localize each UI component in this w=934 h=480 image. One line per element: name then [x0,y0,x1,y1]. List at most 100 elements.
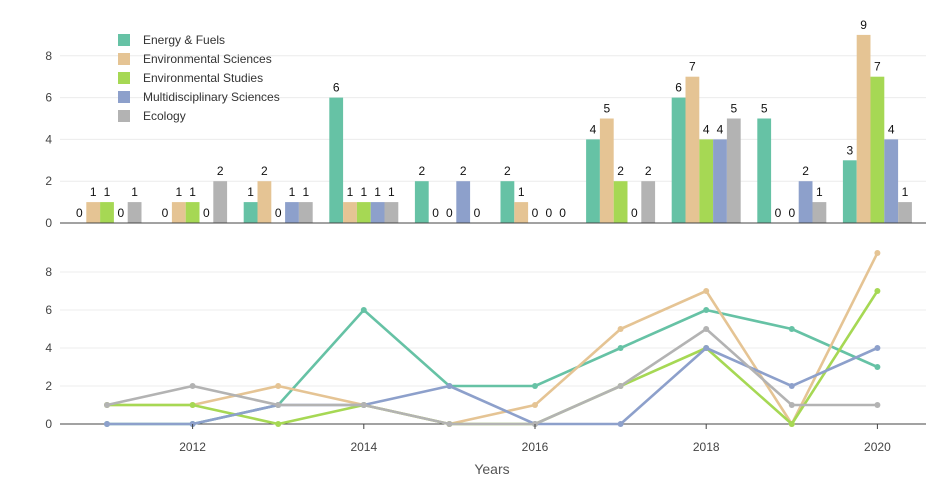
bar [243,202,258,223]
series-point [617,345,624,351]
x-tick-label: 2020 [864,440,891,454]
series-point [788,383,795,389]
bar-value-label: 1 [347,185,354,199]
series-point [446,421,453,427]
bar [343,202,357,223]
bar-value-label: 4 [888,122,895,136]
line-y-tick-label: 8 [45,265,52,279]
bar-value-label: 1 [289,185,296,199]
bar [514,202,529,223]
bar [842,160,857,223]
series-point [703,326,710,332]
series-point [360,307,367,313]
bar-value-label: 5 [603,102,610,116]
bar [213,181,228,223]
series-point [360,402,367,408]
line-y-tick-label: 0 [45,417,52,431]
series-point [532,402,538,408]
bar-value-label: 6 [333,81,340,95]
bar-value-label: 1 [302,185,309,199]
bar-value-label: 0 [474,206,481,220]
bar-value-label: 1 [388,185,395,199]
bar-value-label: 0 [559,206,566,220]
bar [171,202,186,223]
legend-swatch [118,72,130,84]
bar-value-label: 0 [117,206,124,220]
bar [699,139,714,223]
bar [384,202,399,223]
legend-swatch [118,91,130,103]
series-line [106,327,878,426]
bar-value-label: 2 [261,164,268,178]
bar-value-label: 0 [76,206,83,220]
bar [86,202,101,223]
series-point [788,326,795,332]
bar-value-label: 7 [689,60,696,74]
bar [613,181,628,223]
bar-y-tick-label: 2 [45,174,52,188]
legend-label: Environmental Sciences [143,52,272,66]
x-axis: 2012 2014 2016 2018 2020 [179,424,891,454]
bar [586,139,600,223]
bar-value-label: 2 [645,164,652,178]
bar [726,118,741,223]
series-point [275,402,282,408]
bar-value-label: 5 [761,102,768,116]
series-point [703,345,710,351]
series-point [874,345,881,351]
bar-value-label: 2 [460,164,467,178]
series-point [189,402,196,408]
bar-value-label: 9 [860,18,867,32]
bar-value-label: 1 [902,185,909,199]
bar [500,181,515,223]
bar-y-tick-label: 8 [45,49,52,63]
bar-value-label: 0 [775,206,782,220]
bar-y-tick-label: 0 [45,216,52,230]
bar-value-label: 1 [189,185,196,199]
bar-value-label: 2 [418,164,425,178]
bar-value-label: 1 [360,185,367,199]
series-point [275,383,282,389]
bar-value-label: 0 [545,206,552,220]
bar-value-label: 1 [816,185,823,199]
bar-value-label: 2 [617,164,624,178]
bar [127,202,142,223]
series-line [107,308,878,426]
legend-label: Energy & Fuels [143,33,225,47]
bar-value-label: 5 [730,102,737,116]
bar-value-label: 1 [175,185,182,199]
bar-value-label: 0 [788,206,795,220]
bar [185,202,200,223]
series-point [874,250,881,256]
bar-value-label: 4 [717,122,724,136]
series-point [617,383,624,389]
bar [798,181,813,223]
bar-value-label: 0 [275,206,282,220]
bar-value-label: 0 [162,206,169,220]
legend: Energy & Fuels Environmental Sciences Envi… [118,33,280,123]
legend-label: Ecology [143,109,186,123]
series-point [104,421,110,427]
legend-swatch [118,53,130,65]
bar [370,202,385,223]
bar [414,181,429,223]
series-point [275,421,282,427]
series-point [617,421,624,427]
bar-value-label: 1 [518,185,525,199]
bar-value-label: 2 [217,164,224,178]
x-axis-label: Years [474,461,509,477]
bar [599,118,614,223]
series-point [446,383,453,389]
bar [898,202,912,223]
bar-value-label: 2 [504,164,511,178]
bar-y-tick-label: 4 [45,132,52,146]
x-tick-label: 2016 [522,440,549,454]
bar [641,181,656,223]
bar-value-label: 1 [104,185,111,199]
bar-value-label: 1 [247,185,254,199]
bar-value-label: 7 [874,60,881,74]
bar-value-label: 4 [703,122,710,136]
legend-label: Environmental Studies [143,71,263,85]
bar [257,181,272,223]
